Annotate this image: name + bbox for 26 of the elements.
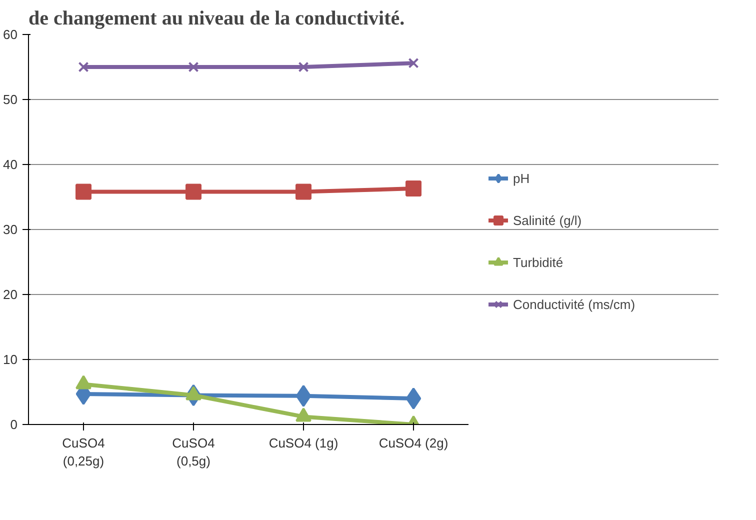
point	[406, 388, 422, 410]
chart-title: de changement au niveau de la conductivité.	[28, 8, 405, 30]
point	[76, 184, 92, 200]
y-tick-label: 20	[3, 287, 18, 302]
point	[296, 384, 312, 407]
x-tick-label: CuSO4 (1g)	[268, 436, 338, 450]
y-tick-label: 40	[3, 157, 18, 172]
point	[298, 62, 309, 72]
point	[186, 184, 202, 200]
point	[296, 184, 312, 200]
legend-label: Turbidité	[513, 254, 564, 270]
legend-label: Salinité (g/l)	[513, 212, 582, 228]
point	[78, 62, 89, 72]
y-tick-label: 30	[3, 222, 18, 237]
x-tick-label: CuSO4 (0,5g)	[172, 436, 215, 468]
point	[188, 62, 199, 72]
y-tick-label: 50	[3, 92, 18, 107]
y-tick-label: 60	[3, 27, 18, 42]
y-tick-label: 0	[10, 417, 18, 432]
legend-label: pH	[513, 170, 531, 186]
point	[408, 58, 419, 68]
legend-label: Conductivité (ms/cm)	[513, 296, 636, 312]
point	[406, 180, 422, 197]
y-tick-label: 10	[3, 352, 18, 367]
x-tick-label: CuSO4 (0,25g)	[62, 436, 105, 468]
x-tick-label: CuSO4 (2g)	[378, 436, 448, 450]
